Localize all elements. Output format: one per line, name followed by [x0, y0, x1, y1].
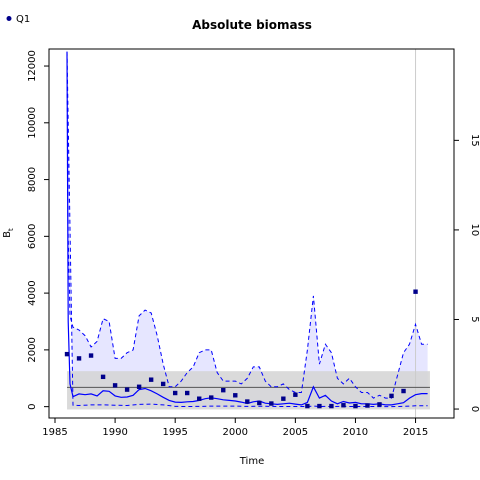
index-point: [389, 393, 394, 399]
index-point: [365, 403, 370, 408]
index-point: [257, 400, 262, 406]
index-point: [401, 388, 406, 394]
index-point: [221, 387, 226, 393]
index-point: [88, 353, 94, 358]
y-tick-label: 8000: [27, 167, 38, 192]
y2-tick-label: 0: [469, 406, 480, 412]
index-point: [136, 384, 142, 389]
index-point: [329, 403, 334, 409]
index-point: [100, 374, 106, 380]
y-axis-title-main: B: [2, 231, 13, 238]
y2-tick-label: 5: [469, 316, 480, 322]
index-point: [185, 390, 190, 396]
index-point: [245, 399, 250, 404]
index-point: [172, 390, 178, 396]
legend: Q1: [6, 14, 30, 25]
legend-label-q1: Q1: [16, 14, 30, 25]
index-point: [413, 289, 418, 294]
plot-area: [64, 49, 430, 418]
upper-bound-series: [66, 51, 428, 399]
x-tick-label: 2015: [403, 427, 428, 438]
x-axis-title: Time: [239, 456, 264, 467]
index-point: [76, 356, 82, 361]
index-point: [233, 393, 238, 398]
index-point: [124, 387, 130, 392]
y-tick-label: 0: [27, 403, 38, 409]
axes: 1985 1990 1995 2000 2005 2010 2015 0 2000 4000 600…: [27, 48, 480, 438]
chart-title: Absolute biomass: [192, 18, 312, 32]
index-point: [148, 377, 154, 382]
x-tick-label: 1990: [102, 427, 127, 438]
legend-marker-q1: [6, 16, 12, 21]
y2-tick-label: 15: [469, 134, 480, 147]
index-point: [293, 392, 298, 397]
x-tick-label: 2005: [283, 427, 308, 438]
y-axis-title-subscript: t: [7, 228, 15, 231]
index-point: [160, 381, 166, 387]
x-tick-label: 1985: [42, 427, 67, 438]
index-point: [197, 396, 202, 401]
index-point: [209, 395, 214, 400]
y-tick-label: 6000: [27, 224, 38, 249]
x-tick-label: 2000: [223, 427, 248, 438]
confidence-region: [67, 51, 428, 407]
index-point: [317, 403, 322, 409]
index-point: [377, 402, 382, 407]
y-tick-label: 4000: [27, 280, 38, 305]
x-tick-label: 1995: [162, 427, 187, 438]
index-point: [112, 383, 118, 388]
index-point: [305, 403, 310, 409]
index-point: [269, 401, 274, 406]
y-axis-title: Bt: [2, 228, 15, 238]
index-point: [281, 396, 286, 401]
index-point: [353, 403, 358, 409]
index-point: [64, 351, 70, 357]
plot-frame: [48, 48, 455, 419]
estimate-series: [66, 51, 428, 406]
y-tick-label: 2000: [27, 337, 38, 362]
y-tick-label: 10000: [27, 107, 38, 139]
lower-bound-series: [66, 51, 428, 408]
y2-tick-label: 10: [469, 224, 480, 237]
y-tick-label: 12000: [27, 50, 38, 82]
index-point: [341, 403, 346, 408]
x-tick-label: 2010: [343, 427, 368, 438]
